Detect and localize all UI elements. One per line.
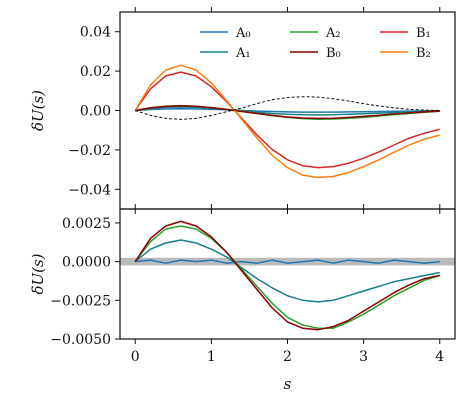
legend-entry: A₁: [235, 46, 251, 61]
plot-area-1: [120, 220, 455, 331]
x-tick-label: 3: [359, 349, 368, 365]
bottom-panel: 0 1 2 3 4 −0.0050 −0.0025 0.0000 0.0025 δU(s) s: [29, 204, 456, 393]
series-line-B₂: [134, 64, 440, 179]
series-line-unnamed-3: [134, 220, 440, 331]
legend-entry: B₂: [416, 46, 431, 61]
y-tick-label: −0.0025: [50, 293, 111, 309]
legend-entry: A₂: [325, 26, 341, 41]
plot-area-0: [134, 64, 440, 179]
series-line-unnamed-6: [135, 96, 440, 120]
noise-band: [120, 257, 455, 266]
top-panel: −0.04 −0.02 0.00 0.02 0.04 δU(s) A₀ A₁ A₂ B₀ B₁ B₂: [29, 7, 456, 214]
y-axis-label: δU(s): [29, 90, 47, 131]
legend-entry: B₁: [416, 26, 431, 41]
y-tick-label: −0.02: [68, 143, 111, 159]
y-tick-label: −0.0050: [50, 332, 111, 348]
x-axis-label: s: [284, 375, 292, 393]
legend-entry: A₀: [235, 26, 251, 41]
x-tick-label: 4: [435, 349, 444, 365]
y-tick-label: 0.02: [80, 64, 111, 80]
x-tick-label: 0: [131, 349, 140, 365]
series-line-A₁: [135, 106, 440, 116]
y-tick-label: 0.0025: [62, 216, 111, 232]
legend-entry: B₀: [326, 46, 341, 61]
series-line-unnamed-2: [134, 225, 441, 329]
legend: A₀ A₁ A₂ B₀ B₁ B₂: [200, 26, 431, 61]
x-tick-label: 1: [207, 349, 216, 365]
y-tick-label: 0.0000: [62, 255, 111, 271]
y-axis-label: δU(s): [29, 253, 47, 294]
series-line-unnamed-1: [134, 239, 440, 303]
y-tick-label: 0.00: [80, 104, 111, 120]
series-line-A₀: [135, 107, 440, 113]
y-tick-label: −0.04: [68, 182, 111, 198]
series-line-B₁: [134, 71, 440, 169]
series-line-B₀: [135, 105, 440, 120]
x-tick-label: 2: [283, 349, 292, 365]
y-tick-label: 0.04: [80, 25, 111, 41]
series-line-unnamed-0: [135, 259, 440, 264]
